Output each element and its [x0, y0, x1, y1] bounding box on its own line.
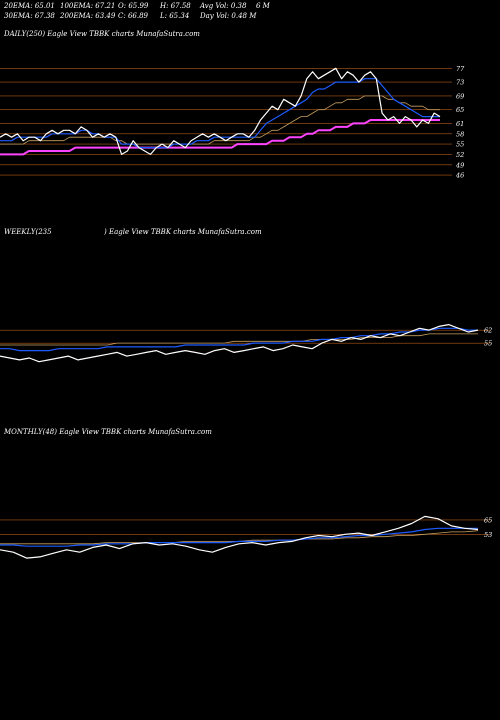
- weekly-tick-label: 62: [484, 327, 492, 335]
- stat-ema200: 200EMA: 63.49: [60, 12, 116, 20]
- daily-tick-label: 65: [456, 106, 464, 114]
- monthly-tick-label: 53: [484, 531, 492, 539]
- monthly-series-line-0: [0, 515, 479, 559]
- stat-low: L: 65.34: [160, 12, 190, 20]
- daily-chart-title: DAILY(250) Eagle View TBBK charts Munafa…: [4, 30, 200, 38]
- weekly-chart-title-suffix: ) Eagle View TBBK charts MunafaSutra.com: [104, 228, 262, 236]
- daily-tick-label: 58: [456, 130, 464, 138]
- stat-high: H: 67.58: [160, 2, 191, 10]
- daily-tick-label: 73: [456, 79, 464, 87]
- stat-ema20: 20EMA: 65.01: [4, 2, 55, 10]
- stat-unit: 6 M: [256, 2, 270, 10]
- weekly-tick-label: 55: [484, 340, 492, 348]
- weekly-chart: 62 55: [0, 324, 492, 363]
- monthly-chart: 65 53: [0, 515, 492, 559]
- weekly-chart-title: WEEKLY(235: [4, 228, 52, 236]
- daily-chart: 77 73 69 65 61 58 55 52 49 46: [0, 65, 465, 180]
- daily-series-line-3: [0, 119, 440, 156]
- weekly-series-line-2: [0, 333, 478, 346]
- stat-avgvol: Avg Vol: 0.38: [200, 2, 247, 10]
- monthly-series-line-1: [0, 527, 478, 547]
- monthly-tick-label: 65: [484, 516, 492, 524]
- daily-tick-label: 77: [456, 65, 465, 73]
- stat-dayvol: Day Vol: 0.48 M: [200, 12, 257, 20]
- daily-tick-label: 69: [456, 92, 464, 100]
- weekly-series-line-0: [0, 324, 479, 363]
- daily-tick-label: 49: [455, 161, 464, 169]
- stat-ema100: 100EMA: 67.21: [60, 2, 116, 10]
- monthly-chart-title: MONTHLY(48) Eagle View TBBK charts Munaf…: [4, 428, 212, 436]
- weekly-series-line-1: [0, 327, 478, 352]
- stat-ema30: 30EMA: 67.38: [4, 12, 55, 20]
- daily-tick-label: 46: [455, 172, 464, 180]
- daily-tick-label: 55: [456, 141, 464, 149]
- daily-tick-label: 52: [456, 151, 464, 159]
- daily-series-line-2: [0, 95, 440, 145]
- daily-tick-label: 61: [456, 120, 464, 128]
- stat-close: C: 66.89: [118, 12, 148, 20]
- daily-series-line-0: [0, 67, 441, 156]
- stat-open: O: 65.99: [118, 2, 149, 10]
